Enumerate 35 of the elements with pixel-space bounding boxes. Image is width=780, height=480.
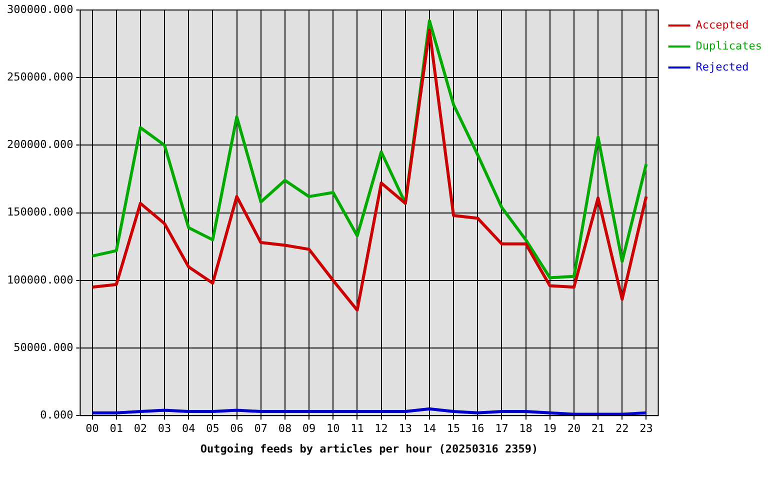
x-tick-label: 05 (206, 422, 220, 436)
legend-label: Duplicates (696, 39, 762, 52)
y-tick-label: 100000.000 (6, 273, 74, 286)
legend-label: Accepted (696, 18, 749, 32)
x-tick-label: 10 (326, 422, 340, 436)
x-tick-label: 00 (86, 422, 99, 436)
x-tick-label: 22 (616, 422, 629, 436)
x-tick-label: 03 (158, 422, 172, 436)
y-tick-label: 250000.000 (6, 70, 74, 84)
x-tick-label: 19 (543, 422, 557, 436)
x-tick-label: 08 (278, 422, 292, 436)
y-tick-label: 300000.000 (6, 2, 74, 16)
x-tick-label: 12 (374, 422, 388, 436)
x-axis-title: Outgoing feeds by articles per hour (20250316 2359) (200, 442, 538, 456)
x-tick-label: 09 (302, 422, 316, 436)
y-tick-label: 150000.000 (6, 206, 74, 219)
x-tick-label: 16 (471, 422, 484, 436)
y-tick-label: 50000.000 (14, 340, 74, 354)
y-tick-label: 200000.000 (6, 138, 74, 152)
x-tick-label: 17 (495, 422, 508, 436)
x-tick-label: 21 (591, 422, 605, 436)
x-tick-label: 13 (398, 422, 412, 436)
legend-label: Rejected (696, 60, 749, 74)
x-tick-label: 23 (640, 422, 653, 436)
x-tick-label: 20 (567, 422, 581, 436)
y-tick-label: 0.000 (40, 408, 74, 422)
x-tick-label: 04 (182, 422, 196, 436)
x-tick-label: 06 (230, 422, 244, 436)
x-tick-label: 02 (134, 422, 148, 436)
x-tick-label: 07 (254, 422, 268, 436)
x-tick-label: 18 (519, 422, 532, 436)
x-tick-label: 11 (350, 422, 364, 436)
x-tick-label: 15 (446, 422, 460, 436)
x-tick-label: 14 (422, 422, 436, 436)
x-tick-label: 01 (110, 422, 123, 436)
